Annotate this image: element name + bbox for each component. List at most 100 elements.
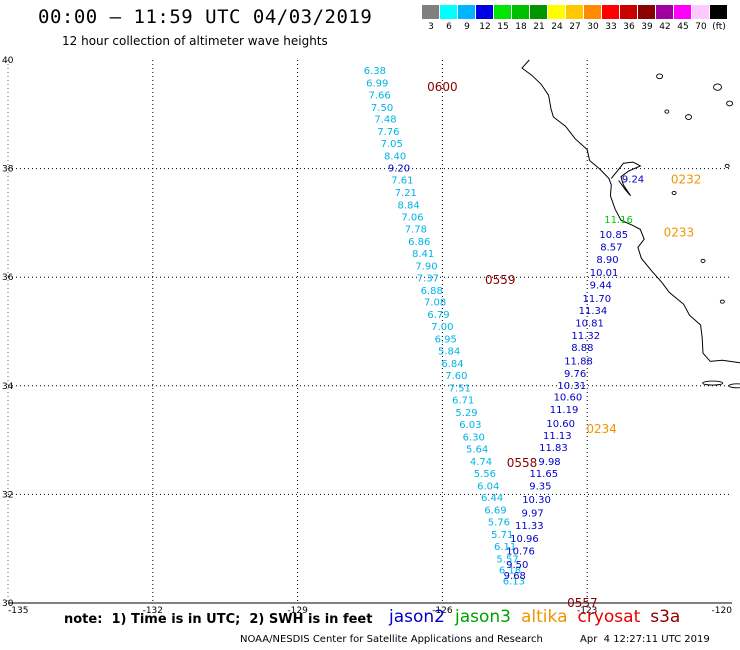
colorbar-label: 33 bbox=[605, 22, 617, 32]
wave-height-value: 9.44 bbox=[590, 280, 612, 291]
colorbar-label: 3 bbox=[428, 22, 434, 32]
pass-time-label: 0232 bbox=[671, 172, 702, 186]
colorbar-swatch bbox=[494, 5, 511, 19]
colorbar-label: 18 bbox=[515, 22, 527, 32]
legend-entry-jason3: jason3 bbox=[455, 607, 511, 627]
lake-outline bbox=[656, 73, 664, 80]
wave-height-value: 7.00 bbox=[431, 322, 453, 333]
legend-entry-altika: altika bbox=[521, 607, 568, 627]
wave-height-value: 7.60 bbox=[445, 371, 467, 382]
wave-height-value: 7.76 bbox=[377, 127, 399, 138]
wave-height-value: 5.57 bbox=[496, 555, 518, 566]
wave-height-value: 5.64 bbox=[466, 444, 488, 455]
wave-height-value: 9.24 bbox=[622, 174, 644, 185]
wave-height-value: 7.90 bbox=[415, 261, 437, 272]
wave-height-value: 4.74 bbox=[470, 457, 492, 468]
lake-outline bbox=[719, 299, 725, 304]
colorbar-label: 39 bbox=[641, 22, 653, 32]
wave-height-value: 7.66 bbox=[369, 90, 391, 101]
wave-height-value: 11.33 bbox=[515, 521, 544, 532]
pass-time-label: 0557 bbox=[567, 596, 598, 610]
wave-height-value: 9.20 bbox=[388, 164, 410, 175]
wave-height-value: 5.76 bbox=[488, 518, 510, 529]
wave-height-value: 10.60 bbox=[546, 419, 575, 430]
wave-height-value: 11.34 bbox=[579, 306, 608, 317]
wave-height-value: 5.71 bbox=[491, 530, 513, 541]
colorbar-swatch bbox=[620, 5, 637, 19]
longitude-tick-label: -120 bbox=[712, 606, 733, 616]
california-coastline bbox=[521, 59, 740, 364]
pass-time-label: 0600 bbox=[427, 80, 458, 94]
colorbar-swatch bbox=[476, 5, 493, 19]
wave-height-value: 5.56 bbox=[474, 469, 496, 480]
colorbar-label: 45 bbox=[677, 22, 689, 32]
map-frame bbox=[7, 60, 732, 604]
pass-time-label: 0559 bbox=[485, 273, 516, 287]
wave-height-value: 8.84 bbox=[397, 201, 419, 212]
wave-height-value: 7.50 bbox=[371, 103, 393, 114]
colorbar-swatch bbox=[458, 5, 475, 19]
wave-height-value: 8.40 bbox=[384, 152, 406, 163]
latitude-tick-label: 32 bbox=[2, 490, 13, 500]
longitude-tick-label: -126 bbox=[432, 606, 453, 616]
satellite-legend: jason2 jason3 altika cryosat s3a bbox=[389, 607, 690, 627]
lake-outline bbox=[713, 83, 722, 91]
colorbar-label: 15 bbox=[497, 22, 509, 32]
lake-outline bbox=[724, 163, 730, 168]
colorbar-label: 36 bbox=[623, 22, 635, 32]
wave-height-value: 11.19 bbox=[550, 405, 579, 416]
wave-height-value: 6.99 bbox=[366, 78, 388, 89]
wave-height-value: 8.41 bbox=[412, 249, 434, 260]
colorbar-label: 6 bbox=[446, 22, 452, 32]
lake-outline bbox=[700, 258, 706, 263]
wave-height-value: 7.37 bbox=[417, 273, 439, 284]
colorbar-swatch bbox=[656, 5, 673, 19]
latitude-tick-label: 34 bbox=[2, 382, 14, 392]
legend-entry-jason2: jason2 bbox=[389, 607, 445, 627]
wave-height-value: 10.76 bbox=[506, 546, 535, 557]
wave-height-value: 6.71 bbox=[452, 395, 474, 406]
coastline bbox=[521, 59, 740, 389]
wave-height-value: 9.50 bbox=[506, 560, 528, 571]
wave-height-value: 7.08 bbox=[424, 298, 446, 309]
latitude-tick-label: 30 bbox=[2, 599, 14, 609]
wave-height-value: 11.13 bbox=[543, 431, 572, 442]
wave-height-value: 6.69 bbox=[484, 506, 506, 517]
wave-height-value: 8.88 bbox=[571, 343, 593, 354]
colorbar-label: 30 bbox=[587, 22, 599, 32]
lake-outline bbox=[664, 109, 670, 114]
latitude-tick-label: 38 bbox=[2, 165, 14, 175]
lake-outline bbox=[685, 114, 693, 120]
colorbar-swatch bbox=[548, 5, 565, 19]
wave-height-value: 11.70 bbox=[583, 294, 612, 305]
wave-height-value: 11.65 bbox=[529, 469, 558, 480]
footer-note: note: 1) Time is in UTC; 2) SWH is in fe… bbox=[64, 612, 373, 627]
colorbar-swatch bbox=[638, 5, 655, 19]
colorbar-label: 12 bbox=[479, 22, 491, 32]
wave-height-value: 9.76 bbox=[564, 369, 586, 380]
wave-height-value: 8.57 bbox=[600, 242, 622, 253]
wave-height-value: 6.30 bbox=[463, 432, 485, 443]
credit-line: NOAA/NESDIS Center for Satellite Applica… bbox=[240, 634, 543, 645]
wave-height-value: 6.03 bbox=[459, 420, 481, 431]
wave-height-value: 7.61 bbox=[391, 176, 413, 187]
longitude-tick-label: -129 bbox=[287, 606, 308, 616]
wave-height-value: 9.35 bbox=[529, 481, 551, 492]
wave-height-values: 6.386.997.66 7.507.487.767.05 8.409.207.61… bbox=[364, 66, 644, 587]
wave-height-value: 9.98 bbox=[538, 457, 560, 468]
colorbar-label: 27 bbox=[569, 22, 581, 32]
wave-height-value: 7.06 bbox=[401, 212, 423, 223]
wave-height-value: 7.51 bbox=[449, 384, 471, 395]
map-title: 00:00 – 11:59 UTC 04/03/2019 bbox=[38, 6, 373, 28]
colorbar-label: 9 bbox=[464, 22, 470, 32]
wave-height-value: 6.95 bbox=[435, 335, 457, 346]
pass-time-label: 0234 bbox=[586, 422, 617, 436]
colorbar-swatch bbox=[584, 5, 601, 19]
map-subtitle: 12 hour collection of altimeter wave hei… bbox=[62, 34, 328, 48]
colorbar-label: (ft) bbox=[712, 22, 726, 32]
colorbar-swatch bbox=[512, 5, 529, 19]
axis-tick-labels: -135 -132 -129 -126 -123 -120 40 38 36 34 32 30 bbox=[2, 56, 732, 616]
pass-time-labels: 0600 0559 0558 0557 0234 0233 0232 bbox=[427, 80, 701, 610]
colorbar-label: 70 bbox=[695, 22, 707, 32]
wave-height-value: 10.85 bbox=[599, 230, 628, 241]
